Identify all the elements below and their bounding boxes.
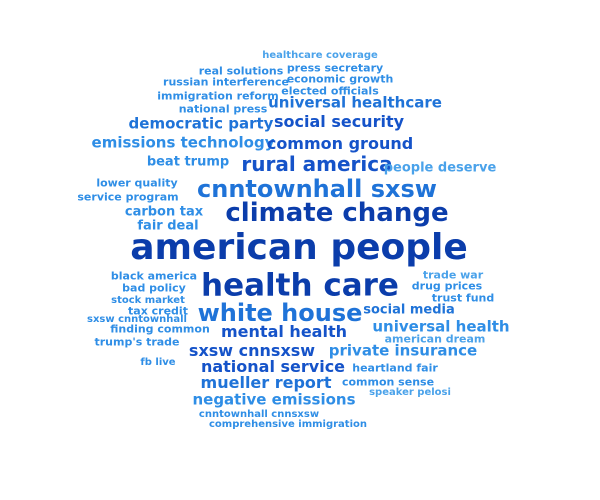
word-sxsw-cnnsxsw: sxsw cnnsxsw bbox=[188, 341, 316, 360]
word-lower-quality: lower quality bbox=[96, 176, 178, 190]
word-real-solutions: real solutions bbox=[198, 64, 284, 78]
word-american-dream: american dream bbox=[384, 332, 486, 346]
word-universal-healthcare: universal healthcare bbox=[268, 93, 442, 112]
word-negative-emissions: negative emissions bbox=[192, 390, 356, 409]
word-fb-live: fb live bbox=[140, 357, 176, 368]
word-white-house: white house bbox=[197, 299, 363, 327]
word-black-america: black america bbox=[110, 269, 198, 283]
word-mental-health: mental health bbox=[221, 322, 347, 341]
word-trust-fund: trust fund bbox=[431, 291, 495, 305]
word-speaker-pelosi: speaker pelosi bbox=[369, 387, 451, 398]
word-national-service: national service bbox=[200, 357, 346, 376]
word-democratic-party: democratic party bbox=[128, 114, 274, 133]
word-bad-policy: bad policy bbox=[122, 281, 186, 295]
word-national-press: national press bbox=[178, 102, 268, 116]
word-trade-war: trade war bbox=[422, 268, 484, 282]
word-climate-change: climate change bbox=[225, 198, 449, 228]
word-heartland-fair: heartland fair bbox=[352, 361, 438, 375]
word-common-ground: common ground bbox=[266, 134, 414, 153]
word-health-care: health care bbox=[201, 267, 399, 304]
word-social-media: social media bbox=[363, 302, 455, 318]
word-drug-prices: drug prices bbox=[411, 279, 483, 293]
word-cnntownhall-sxsw: cnntownhall sxsw bbox=[197, 175, 437, 203]
word-stock-market: stock market bbox=[111, 295, 185, 306]
word-russian-interference: russian interference bbox=[163, 75, 289, 89]
word-service-program: service program bbox=[77, 190, 179, 204]
word-tax-credit: tax credit bbox=[128, 304, 188, 318]
word-cnntownhall-cnnsxsw: cnntownhall cnnsxsw bbox=[198, 409, 320, 420]
word-fair-deal: fair deal bbox=[137, 218, 199, 234]
word-rural-america: rural america bbox=[241, 152, 393, 176]
word-universal-health: universal health bbox=[372, 317, 510, 336]
word-social-security: social security bbox=[273, 112, 405, 131]
word-beat-trump: beat trump bbox=[146, 154, 230, 170]
word-finding-common: finding common bbox=[110, 322, 210, 336]
word-common-sense: common sense bbox=[341, 375, 435, 389]
word-mueller-report: mueller report bbox=[200, 373, 332, 392]
word-carbon-tax: carbon tax bbox=[124, 204, 204, 220]
word-american-people: american people bbox=[130, 227, 468, 268]
word-press-secretary: press secretary bbox=[286, 61, 384, 75]
word-elected-officials: elected officials bbox=[281, 84, 379, 98]
word-people-deserve: people deserve bbox=[383, 160, 497, 176]
word-healthcare-coverage: healthcare coverage bbox=[262, 50, 378, 61]
word-private-insurance: private insurance bbox=[328, 341, 478, 360]
word-emissions-technology: emissions technology bbox=[91, 133, 275, 152]
word-immigration-reform: immigration reform bbox=[157, 89, 279, 103]
word-economic-growth: economic growth bbox=[286, 72, 394, 86]
word-sxsw-cnntownhall: sxsw cnntownhall bbox=[87, 314, 187, 325]
word-comprehensive-immigration: comprehensive immigration bbox=[208, 419, 368, 430]
word-trumps-trade: trump's trade bbox=[94, 335, 180, 349]
